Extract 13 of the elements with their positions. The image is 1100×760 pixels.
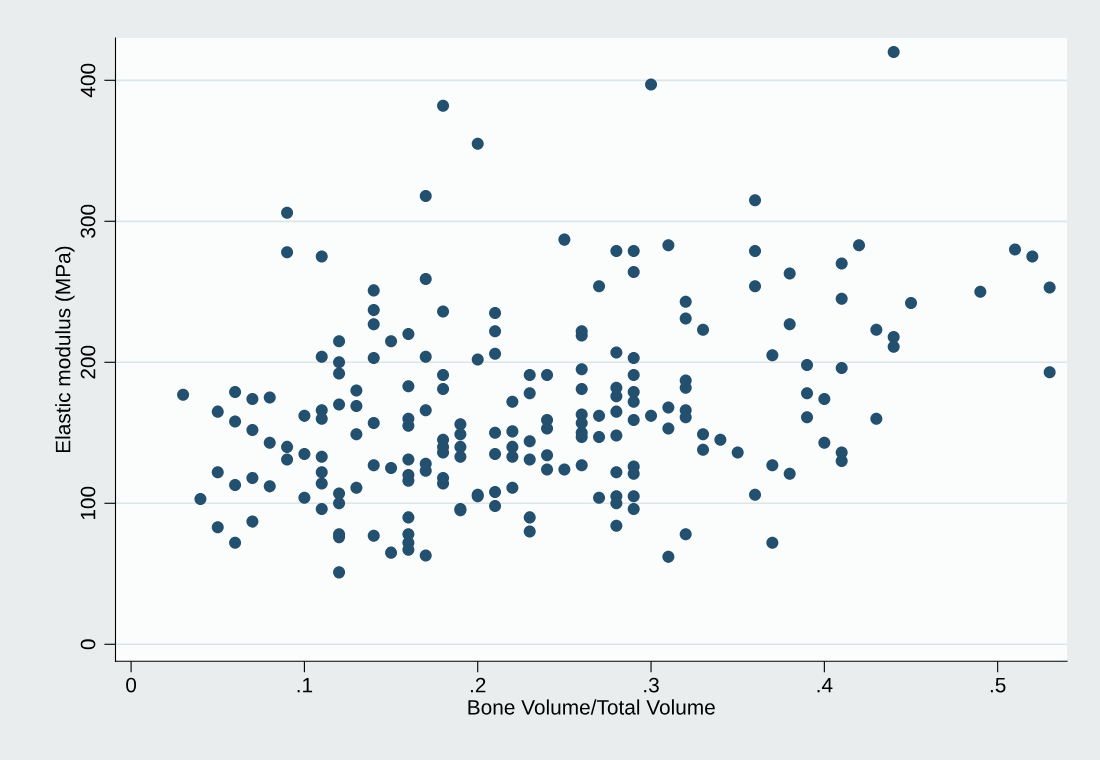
y-axis-title: Elastic modulus (MPa) (55, 246, 75, 453)
y-tick-label: 200 (80, 345, 96, 379)
y-tick-label: 100 (80, 486, 96, 520)
y-tick-label: 300 (80, 204, 96, 238)
y-tick-label: 400 (80, 63, 96, 98)
x-axis-title: Bone Volume/Total Volume (468, 699, 715, 715)
x-tick-label: 0 (126, 677, 137, 693)
x-tick-label: .5 (990, 677, 1006, 693)
x-tick-label: .2 (470, 677, 486, 693)
x-tick-label: .3 (644, 677, 659, 693)
y-tick-label: 0 (80, 639, 96, 650)
x-tick-label: .1 (297, 677, 313, 693)
x-tick-label: .4 (817, 677, 833, 693)
